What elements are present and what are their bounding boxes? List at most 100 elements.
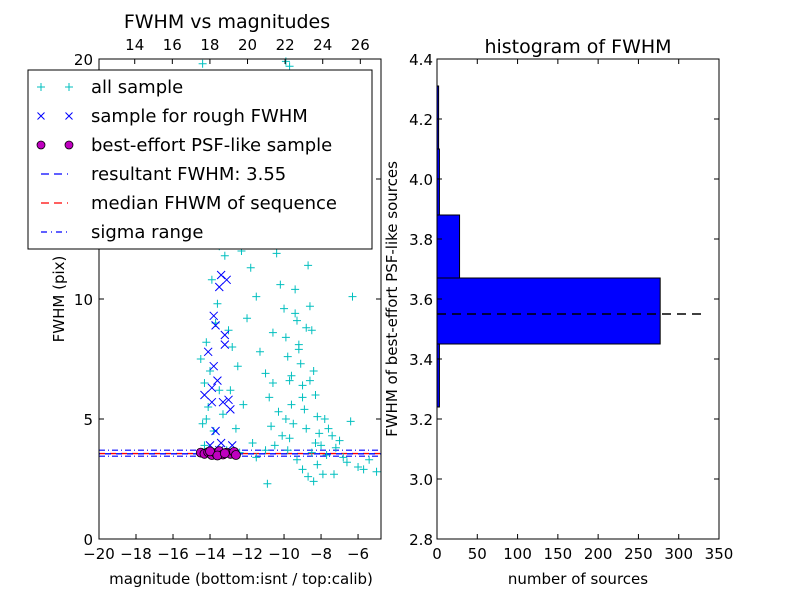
circle-marker-icon	[36, 140, 46, 150]
all-sample-point	[292, 316, 301, 325]
left-y-label: FWHM (pix)	[50, 256, 68, 343]
all-sample-point	[328, 431, 337, 440]
x-tick-label: 50	[468, 545, 487, 563]
all-sample-point	[287, 371, 296, 380]
all-sample-point	[272, 249, 281, 258]
all-sample-point	[283, 352, 292, 361]
all-sample-point	[252, 453, 261, 462]
all-sample-point	[261, 446, 270, 455]
all-sample-point	[330, 470, 338, 479]
all-sample-point	[304, 472, 313, 481]
all-sample-point	[300, 405, 309, 414]
top-x-tick-label: 24	[313, 36, 332, 54]
all-sample-point	[372, 467, 381, 476]
all-sample-point	[209, 427, 218, 435]
all-sample-point	[298, 393, 307, 402]
legend-item: sample for rough FWHM	[37, 106, 308, 127]
top-x-tick-label: 14	[125, 36, 144, 54]
all-sample-point	[359, 465, 368, 474]
legend-label: sigma range	[91, 222, 203, 243]
x-tick-label: 300	[664, 545, 693, 563]
histogram-bar	[436, 214, 461, 279]
x-marker-icon	[37, 112, 45, 120]
rough-sample-point	[224, 395, 233, 405]
y-tick-label: 4.4	[409, 51, 433, 69]
all-sample-point	[231, 424, 240, 433]
all-sample-point	[304, 261, 313, 270]
all-sample-point	[285, 434, 294, 443]
x-tick-label: 100	[503, 545, 532, 563]
right-y-label: FWHM of best-effort PSF-like sources	[383, 161, 401, 437]
all-sample-point	[218, 410, 227, 419]
all-sample-point	[317, 441, 326, 450]
all-sample-point	[261, 369, 270, 378]
all-sample-point	[296, 359, 305, 368]
y-tick-label: 3.2	[409, 411, 433, 429]
all-sample-point	[311, 391, 320, 399]
legend-item: median FHWM of sequence	[41, 193, 337, 214]
y-tick-label: 0	[83, 531, 93, 549]
legend-box	[27, 69, 373, 250]
all-sample-point	[283, 446, 292, 455]
all-sample-point	[276, 280, 285, 289]
all-sample-point	[354, 463, 363, 471]
top-x-tick-label: 16	[163, 36, 182, 54]
all-sample-point	[220, 251, 229, 260]
all-sample-point	[315, 429, 324, 438]
rough-sample-point	[203, 347, 213, 357]
rough-sample-point	[216, 270, 226, 280]
y-tick-label: 4.0	[409, 171, 433, 189]
best-effort-sample-point	[205, 446, 215, 457]
all-sample-point	[233, 362, 242, 371]
all-sample-point	[302, 424, 311, 433]
legend-item: resultant FWHM: 3.55	[41, 164, 286, 185]
all-sample-point	[348, 292, 357, 301]
rough-sample-point	[220, 330, 230, 340]
all-sample-point	[318, 470, 327, 479]
legend-label: resultant FWHM: 3.55	[91, 164, 286, 185]
all-sample-point	[204, 403, 213, 411]
y-tick-label: 2.8	[409, 531, 433, 549]
legend-label: sample for rough FWHM	[91, 106, 308, 127]
x-tick-label: −10	[268, 545, 300, 563]
all-sample-point	[228, 343, 237, 351]
all-sample-point	[281, 333, 290, 342]
scatter-points	[195, 57, 381, 488]
all-sample-point	[302, 323, 311, 332]
legend: all sample sample for rough FWHM best-effo…	[27, 69, 373, 250]
all-sample-point	[292, 455, 301, 464]
all-sample-point	[346, 417, 355, 426]
rough-sample-point	[211, 426, 220, 436]
x-tick-label: 250	[624, 545, 653, 563]
fwhm-vs-magnitude-plot: FWHM vs magnitudes −20 −18 −16 −14 −12 −10 −8−…	[27, 11, 382, 588]
all-sample-point	[324, 424, 333, 433]
rough-sample-point	[216, 438, 226, 448]
all-sample-point	[287, 400, 296, 409]
y-tick-label: 3.0	[409, 471, 433, 489]
legend-item: best-effort PSF-like sample	[36, 135, 332, 156]
all-sample-point	[285, 62, 294, 71]
all-sample-point	[313, 412, 322, 421]
legend-item: sigma range	[41, 222, 203, 243]
all-sample-point	[289, 419, 298, 428]
all-sample-point	[252, 292, 261, 301]
all-sample-point	[224, 326, 233, 335]
all-sample-point	[268, 379, 277, 387]
rough-sample-point	[214, 282, 224, 292]
all-sample-point	[311, 439, 320, 447]
x-tick-label: −12	[231, 545, 263, 563]
rough-sample-point	[218, 397, 228, 407]
legend-label: median FHWM of sequence	[91, 193, 337, 214]
legend-item: all sample	[37, 77, 183, 98]
all-sample-point	[298, 381, 307, 390]
y-tick-label: 10	[74, 291, 93, 309]
all-sample-point	[213, 299, 222, 308]
rough-sample-point	[213, 376, 222, 385]
rough-sample-point	[209, 311, 219, 321]
rough-sample-point	[207, 397, 217, 407]
all-sample-point	[263, 479, 272, 488]
top-x-tick-label: 22	[276, 36, 295, 54]
all-sample-point	[322, 451, 331, 459]
all-sample-point	[285, 376, 294, 385]
